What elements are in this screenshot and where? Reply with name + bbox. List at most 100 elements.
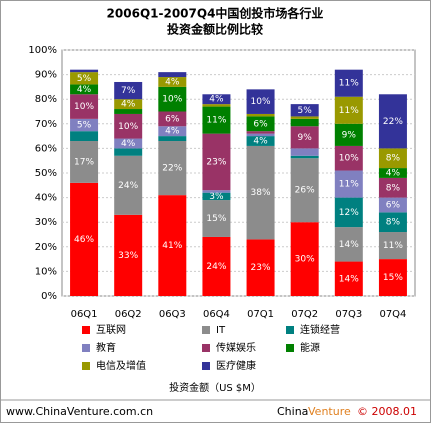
data-label: 12%	[339, 208, 359, 218]
data-label: 11%	[339, 106, 359, 116]
footer-copyright: © 2008.01	[357, 405, 417, 418]
bar-segment	[290, 116, 319, 119]
x-tick-label: 07Q3	[335, 309, 362, 320]
y-tick-label: 50%	[35, 168, 57, 179]
data-label: 4%	[165, 127, 180, 137]
data-label: 10%	[339, 154, 359, 164]
bar-segment	[246, 131, 275, 134]
data-label: 7%	[121, 86, 136, 96]
bar-segment	[70, 94, 99, 119]
data-label: 17%	[74, 157, 94, 167]
bar-segment	[114, 99, 143, 110]
bar-segment	[202, 200, 231, 237]
data-label: 9%	[342, 130, 357, 140]
y-tick-label: 20%	[35, 242, 57, 253]
data-label: 24%	[206, 262, 226, 272]
y-tick-label: 30%	[35, 217, 57, 228]
data-label: 9%	[298, 133, 313, 143]
data-label: 4%	[121, 139, 136, 149]
bar-segment	[378, 259, 407, 296]
bar-segment	[158, 195, 187, 296]
data-label: 26%	[295, 186, 315, 196]
legend-label: 教育	[96, 341, 116, 354]
data-label: 4%	[165, 77, 180, 87]
data-label: 33%	[118, 251, 138, 261]
bar-segment	[202, 106, 231, 134]
bar-segment	[158, 126, 187, 137]
data-label: 4%	[77, 85, 92, 95]
legend-label: 互联网	[96, 324, 126, 336]
bar-segment	[246, 113, 275, 117]
bar-segment	[114, 109, 143, 114]
data-label: 38%	[251, 188, 271, 198]
x-axis-label: 投资金额（US $M）	[169, 381, 261, 394]
bar-segment	[334, 170, 363, 198]
data-label: 4%	[253, 137, 268, 147]
bar-segment	[334, 96, 363, 124]
data-label: 5%	[298, 106, 313, 116]
bar-segment	[334, 261, 363, 296]
y-tick-label: 40%	[35, 193, 57, 204]
data-label: 14%	[339, 240, 359, 250]
x-tick-label: 07Q4	[379, 309, 406, 320]
bar-segment	[334, 197, 363, 228]
legend-label: 电信及增值	[96, 359, 146, 372]
bar-segment	[378, 232, 407, 260]
chart-title: 2006Q1-2007Q4中国创投市场各行业	[107, 6, 324, 21]
legend-swatch	[82, 362, 90, 370]
legend-swatch	[202, 344, 210, 352]
data-label: 15%	[206, 214, 226, 224]
x-tick-label: 07Q1	[247, 309, 274, 320]
data-label: 22%	[162, 164, 182, 174]
data-label: 6%	[165, 114, 180, 124]
data-label: 11%	[206, 116, 226, 126]
x-tick-label: 06Q1	[71, 309, 98, 320]
bar-segment	[378, 168, 407, 178]
data-label: 5%	[77, 121, 92, 131]
bar-segment	[114, 113, 143, 139]
data-label: 46%	[74, 235, 94, 245]
bar-segment	[70, 141, 99, 183]
bar-segment	[114, 148, 143, 156]
bar-segment	[114, 214, 143, 296]
data-label: 24%	[118, 181, 138, 191]
bar-segment	[334, 69, 363, 97]
bar-segment	[114, 138, 143, 149]
bar-segment	[290, 126, 319, 149]
bar-segment	[114, 81, 143, 100]
data-label: 41%	[162, 241, 182, 251]
data-label: 22%	[383, 117, 403, 127]
x-tick-label: 07Q2	[291, 309, 318, 320]
bar-segment	[70, 72, 99, 85]
bar-segment	[290, 148, 319, 156]
bar-segment	[158, 72, 187, 78]
bar-segment	[158, 77, 187, 87]
legend-label: 传媒娱乐	[216, 341, 256, 354]
data-label: 10%	[251, 97, 271, 107]
x-tick-label: 06Q2	[115, 309, 142, 320]
bar-segment	[202, 192, 231, 201]
bar-segment	[246, 145, 275, 240]
bar-segment	[334, 227, 363, 262]
legend-label: IT	[216, 325, 226, 336]
bar-segment	[158, 111, 187, 127]
bar-segment	[378, 94, 407, 149]
y-tick-label: 0%	[41, 291, 57, 302]
legend-label: 医疗健康	[216, 359, 256, 372]
bar-segment	[378, 197, 407, 213]
data-label: 23%	[251, 263, 271, 273]
chart-subtitle: 投资金额比例比较	[167, 22, 263, 37]
footer-brand: China	[277, 405, 308, 418]
y-tick-label: 10%	[35, 266, 57, 277]
y-tick-label: 90%	[35, 70, 57, 81]
data-label: 23%	[206, 157, 226, 167]
bar-segment	[246, 116, 275, 132]
bar-segment	[114, 155, 143, 215]
data-label: 8%	[386, 218, 401, 228]
data-label: 11%	[339, 79, 359, 89]
legend-swatch	[202, 326, 210, 334]
data-label: 8%	[386, 154, 401, 164]
bar-segment	[290, 158, 319, 223]
bar-segment	[290, 222, 319, 296]
data-label: 10%	[162, 95, 182, 105]
